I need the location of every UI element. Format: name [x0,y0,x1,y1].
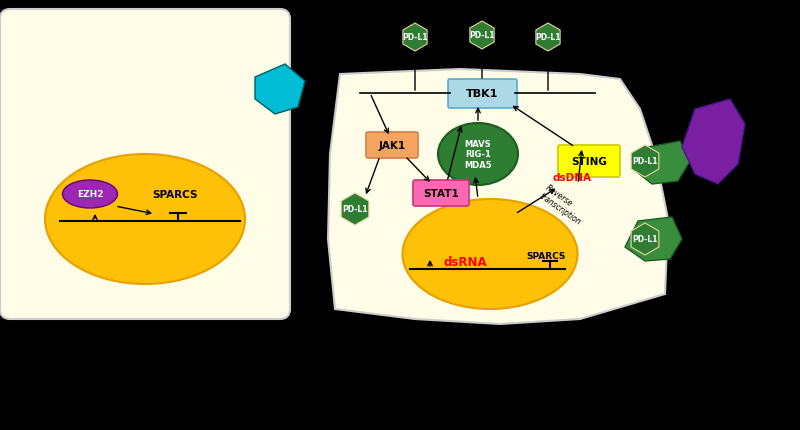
Polygon shape [341,194,369,225]
Text: PD-L1: PD-L1 [402,34,428,43]
FancyBboxPatch shape [448,80,517,109]
Text: EZH2: EZH2 [77,190,103,199]
Polygon shape [682,100,745,184]
Text: STING: STING [571,157,607,166]
Text: Reverse
transcription: Reverse transcription [538,183,589,226]
Text: dsDNA: dsDNA [553,172,591,183]
Text: SPARCS: SPARCS [152,190,198,200]
Ellipse shape [402,200,578,309]
Polygon shape [470,22,494,50]
Text: PD-L1: PD-L1 [470,31,494,40]
Text: JAK1: JAK1 [378,141,406,150]
FancyBboxPatch shape [366,133,418,159]
Polygon shape [536,24,560,52]
Ellipse shape [438,124,518,186]
Ellipse shape [62,181,118,209]
Polygon shape [625,218,682,261]
Text: dsRNA: dsRNA [443,256,487,269]
Polygon shape [255,65,305,115]
Text: STAT1: STAT1 [423,189,459,199]
Text: PD-L1: PD-L1 [535,34,561,43]
Polygon shape [633,141,690,184]
Text: PD-L1: PD-L1 [632,235,658,244]
Text: MAVS
RIG-1
MDA5: MAVS RIG-1 MDA5 [464,140,492,169]
Text: PD-L1: PD-L1 [342,205,368,214]
Polygon shape [631,146,659,178]
FancyBboxPatch shape [0,10,290,319]
Polygon shape [403,24,427,52]
FancyBboxPatch shape [413,181,469,206]
Polygon shape [328,70,668,324]
Text: PD-L1: PD-L1 [632,157,658,166]
Polygon shape [631,224,659,255]
FancyBboxPatch shape [558,146,620,178]
Ellipse shape [45,155,245,284]
Text: TBK1: TBK1 [466,89,498,99]
Text: SPARCS: SPARCS [526,252,566,261]
